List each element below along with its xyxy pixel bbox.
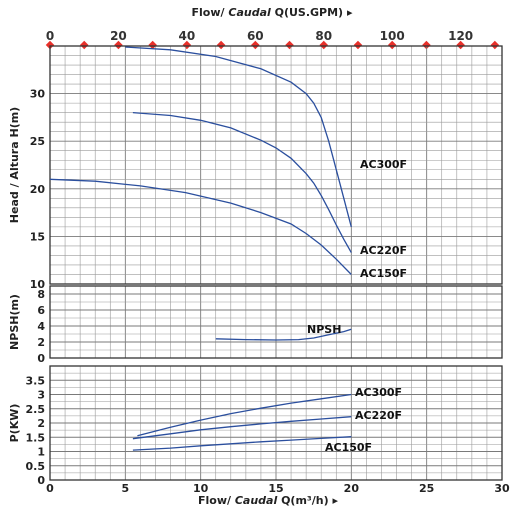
power-panel: 00.51 1.522.53 3.5 P(KW) AC300F AC220F AC150F xyxy=(8,365,503,487)
head-y-tick-label: 30 xyxy=(30,88,46,101)
top-axis-marker xyxy=(490,40,500,50)
top-axis-marker xyxy=(456,40,465,50)
power-panel-frame xyxy=(49,365,503,481)
npsh-series-label-npsh: NPSH xyxy=(307,323,341,336)
power-curve-ac300f xyxy=(137,393,352,437)
bottom-tick-label: 5 xyxy=(122,482,130,495)
top-axis-markers xyxy=(45,40,500,50)
power-y-tick-label: 1 xyxy=(37,446,45,459)
power-y-tick-label: 2.5 xyxy=(26,403,46,416)
head-panel: 10 15 20 25 30 Head / Altura H(m) AC300F AC220F… xyxy=(8,45,503,291)
head-series-label-ac300f: AC300F xyxy=(360,158,407,171)
head-y-tick-label: 10 xyxy=(30,278,46,291)
top-tick-label: 40 xyxy=(179,29,196,43)
top-axis-marker xyxy=(148,40,157,50)
top-axis-ticks: 0 20 40 60 80 100 120 xyxy=(46,29,473,43)
power-y-tick-label: 2 xyxy=(37,417,45,430)
top-tick-label: 80 xyxy=(315,29,332,43)
head-curve-ac150f xyxy=(49,178,352,275)
power-series-label-ac220f: AC220F xyxy=(355,409,402,422)
npsh-panel-frame xyxy=(49,285,503,359)
npsh-y-tick-label: 2 xyxy=(37,336,45,349)
head-y-axis-title: Head / Altura H(m) xyxy=(8,107,21,223)
power-y-tick-label: 3.5 xyxy=(26,374,46,387)
bottom-tick-label: 30 xyxy=(494,482,510,495)
top-axis-marker xyxy=(319,40,329,50)
npsh-curve-npsh xyxy=(215,328,352,341)
bottom-tick-label: 10 xyxy=(193,482,209,495)
top-tick-label: 100 xyxy=(380,29,405,43)
power-y-tick-label: 0.5 xyxy=(26,460,46,473)
power-y-tick-label: 3 xyxy=(37,389,45,402)
top-tick-label: 20 xyxy=(110,29,127,43)
npsh-y-tick-label: 0 xyxy=(37,352,45,365)
top-tick-label: 120 xyxy=(448,29,473,43)
top-axis-marker xyxy=(353,40,363,50)
top-axis-marker xyxy=(182,40,192,50)
head-panel-frame xyxy=(49,45,503,285)
top-axis-marker xyxy=(79,40,89,50)
top-axis-marker xyxy=(45,40,55,50)
head-y-tick-label: 25 xyxy=(30,135,45,148)
top-axis-marker xyxy=(387,40,397,50)
bottom-tick-label: 20 xyxy=(344,482,360,495)
power-y-axis-title: P(KW) xyxy=(8,404,21,443)
head-y-tick-label: 15 xyxy=(30,230,45,243)
power-curve-ac220f xyxy=(132,416,352,440)
npsh-y-tick-label: 4 xyxy=(37,320,45,333)
head-curve-ac220f xyxy=(132,111,352,253)
head-series-label-ac220f: AC220F xyxy=(360,244,407,257)
bottom-axis-ticks: 0 5 10 15 20 25 30 xyxy=(46,482,510,495)
bottom-tick-label: 0 xyxy=(46,482,54,495)
npsh-y-tick-label: 8 xyxy=(37,288,45,301)
power-y-tick-label: 0 xyxy=(37,474,45,487)
top-axis-marker xyxy=(285,40,294,50)
top-axis-marker xyxy=(251,40,260,50)
npsh-y-tick-label: 6 xyxy=(37,304,45,317)
top-axis-marker xyxy=(422,40,431,50)
top-axis-marker xyxy=(216,40,226,50)
power-series-label-ac150f: AC150F xyxy=(325,441,372,454)
top-tick-label: 60 xyxy=(247,29,264,43)
top-tick-label: 0 xyxy=(46,29,54,43)
bottom-axis-title: Flow/ Caudal Q(m³/h) ▸ xyxy=(198,494,338,507)
head-curve-ac300f xyxy=(125,46,352,228)
power-curve-ac150f xyxy=(132,436,352,451)
npsh-panel: 0 2 4 6 8 NPSH(m) NPSH xyxy=(8,285,503,365)
npsh-y-axis-title: NPSH(m) xyxy=(8,294,21,350)
top-axis-marker xyxy=(114,40,123,50)
head-series-label-ac150f: AC150F xyxy=(360,267,407,280)
power-series-label-ac300f: AC300F xyxy=(355,386,402,399)
bottom-tick-label: 15 xyxy=(268,482,283,495)
head-y-tick-label: 20 xyxy=(30,183,46,196)
bottom-tick-label: 25 xyxy=(419,482,434,495)
power-y-tick-label: 1.5 xyxy=(26,431,46,444)
top-axis-title: Flow/ Caudal Q(US.GPM) ▸ xyxy=(192,6,353,19)
